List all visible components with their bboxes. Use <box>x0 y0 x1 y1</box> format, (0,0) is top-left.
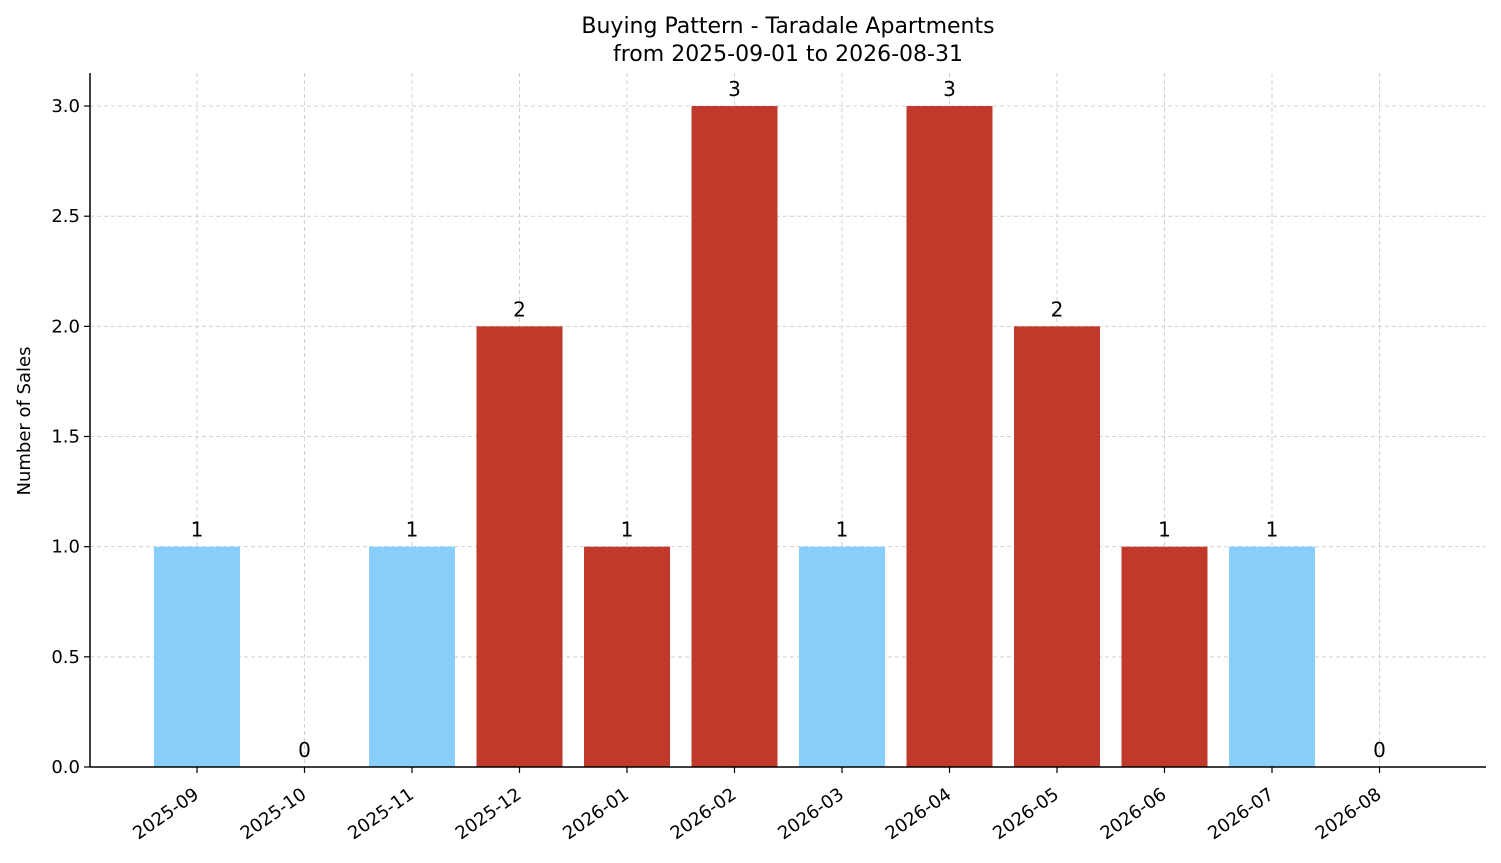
bars <box>154 106 1315 768</box>
data-label-2025-12: 2 <box>513 297 526 321</box>
bar-2026-07 <box>1229 546 1315 767</box>
data-label-2026-08: 0 <box>1373 738 1386 762</box>
data-label-2026-03: 1 <box>836 518 849 542</box>
x-tick-label-2025-11: 2025-11 <box>344 784 418 844</box>
bar-2026-04 <box>906 106 993 768</box>
bar-2025-12 <box>476 326 563 767</box>
y-tick-label: 2.5 <box>51 206 80 227</box>
data-label-2026-02: 3 <box>728 77 741 101</box>
data-label-2025-11: 1 <box>406 518 419 542</box>
bar-2026-06 <box>1121 546 1208 767</box>
data-label-2026-05: 2 <box>1051 297 1064 321</box>
x-tick-label-2026-08: 2026-08 <box>1312 784 1386 844</box>
bar-2025-11 <box>369 546 455 767</box>
x-ticks: 2025-09 2025-10 2025-11 2025-12 2026-01 2026-… <box>129 767 1385 844</box>
y-axis-label: Number of Sales <box>14 346 35 495</box>
x-tick-label-2026-07: 2026-07 <box>1204 784 1278 844</box>
x-tick-label-2025-10: 2025-10 <box>237 784 311 844</box>
y-ticks: 0.0 0.5 1.0 1.5 2.0 2.5 3.0 <box>51 96 90 778</box>
y-tick-label: 2.0 <box>51 316 80 337</box>
data-label-2026-01: 1 <box>621 518 634 542</box>
chart-title: Buying Pattern - Taradale Apartments <box>581 14 994 39</box>
data-label-2026-06: 1 <box>1158 518 1171 542</box>
x-tick-label-2026-03: 2026-03 <box>774 784 848 844</box>
x-tick-label-2025-09: 2025-09 <box>129 784 203 844</box>
bar-2026-01 <box>584 546 670 767</box>
x-tick-label-2026-02: 2026-02 <box>667 784 741 844</box>
y-tick-label: 0.0 <box>51 757 80 778</box>
y-tick-label: 3.0 <box>51 96 80 117</box>
x-tick-label-2026-05: 2026-05 <box>989 784 1063 844</box>
x-tick-label-2026-06: 2026-06 <box>1097 784 1171 844</box>
x-tick-label-2026-01: 2026-01 <box>559 784 633 844</box>
x-tick-label-2026-04: 2026-04 <box>882 784 956 844</box>
y-tick-label: 1.0 <box>51 537 80 558</box>
bar-2026-03 <box>799 546 885 767</box>
data-label-2026-07: 1 <box>1266 518 1279 542</box>
bar-2025-09 <box>154 546 240 767</box>
data-label-2026-04: 3 <box>943 77 956 101</box>
bar-2026-05 <box>1014 326 1100 767</box>
bar-2026-02 <box>691 106 778 768</box>
data-labels: 1 0 1 2 1 3 1 3 2 1 1 0 <box>191 77 1386 762</box>
y-tick-label: 0.5 <box>51 647 80 668</box>
chart-subtitle: from 2025-09-01 to 2026-08-31 <box>613 42 963 67</box>
data-label-2025-09: 1 <box>191 518 204 542</box>
data-label-2025-10: 0 <box>298 738 311 762</box>
y-tick-label: 1.5 <box>51 427 80 448</box>
x-tick-label-2025-12: 2025-12 <box>452 784 526 844</box>
